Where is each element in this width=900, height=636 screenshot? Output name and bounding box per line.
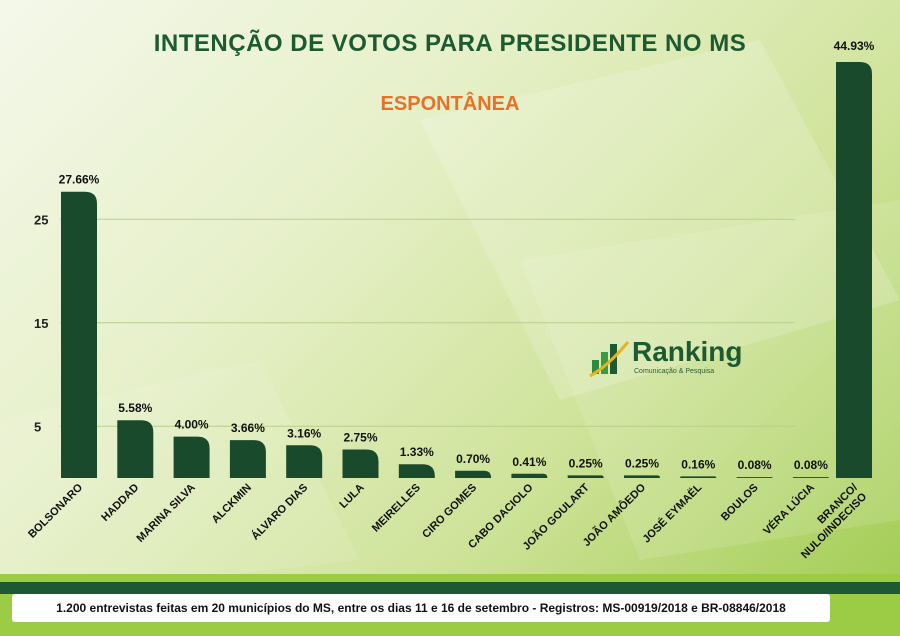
y-tick-label: 25 <box>34 212 48 227</box>
bar <box>61 191 97 478</box>
bar <box>286 445 323 478</box>
data-label: 44.93% <box>834 39 875 53</box>
data-label: 0.70% <box>456 452 490 466</box>
ranking-logo-icon <box>589 341 630 378</box>
x-tick-label: CIRO GOMES <box>420 482 479 541</box>
bar <box>229 440 266 478</box>
footer-note-box: 1.200 entrevistas feitas em 20 município… <box>12 594 830 622</box>
x-tick-label: BOULOS <box>719 482 761 524</box>
bar-chart: 5 15 25 27.66% BOLSONARO 5.58% HADDAD 4.00% MARI… <box>26 39 875 561</box>
x-tick-label: MARINA SILVA <box>135 482 198 545</box>
bar <box>624 475 660 478</box>
data-label: 0.25% <box>569 456 603 470</box>
data-label: 27.66% <box>59 173 100 187</box>
bar <box>117 420 154 478</box>
x-tick-label: HADDAD <box>99 482 141 524</box>
x-tick-label: ÁLVARO DIAS <box>249 481 311 543</box>
x-tick-label: ALCKMIN <box>210 482 254 526</box>
bar <box>398 464 435 478</box>
x-tick-label: VÉRA LÚCIA <box>761 481 817 537</box>
x-tick-label: BOLSONARO <box>26 481 85 540</box>
data-label: 2.75% <box>343 431 377 445</box>
ranking-logo: Ranking Comunicação & Pesquisa <box>588 336 748 380</box>
bar <box>567 475 604 478</box>
data-label: 3.66% <box>231 421 265 435</box>
footer-note: 1.200 entrevistas feitas em 20 município… <box>56 601 786 615</box>
footer-stripe <box>0 582 900 594</box>
data-label: 4.00% <box>175 418 209 432</box>
data-label: 0.16% <box>681 457 715 471</box>
y-tick-label: 5 <box>34 419 41 434</box>
data-label: 0.08% <box>794 458 828 472</box>
x-tick-label: MEIRELLES <box>370 482 423 535</box>
data-label: 1.33% <box>400 445 434 459</box>
y-tick-label: 15 <box>34 316 48 331</box>
chart-subtitle: ESPONTÂNEA <box>380 93 520 115</box>
bar <box>342 449 379 478</box>
ranking-logo-tagline: Comunicação & Pesquisa <box>634 368 715 375</box>
bar <box>173 436 210 478</box>
x-tick-label: JOSÉ EYMAËL <box>640 481 705 546</box>
chart-title: INTENÇÃO DE VOTOS PARA PRESIDENTE NO MS <box>153 30 747 57</box>
ranking-logo-name: Ranking <box>632 336 743 367</box>
data-label: 0.25% <box>625 456 659 470</box>
bar <box>792 477 829 478</box>
data-label: 0.08% <box>738 458 772 472</box>
bar <box>736 477 773 478</box>
bar <box>455 470 492 478</box>
data-label: 0.41% <box>512 455 546 469</box>
bar <box>511 473 548 478</box>
x-tick-label: LULA <box>337 482 366 511</box>
bar <box>680 476 717 478</box>
bar <box>836 62 872 478</box>
data-label: 3.16% <box>287 426 321 440</box>
data-label: 5.58% <box>118 401 152 415</box>
